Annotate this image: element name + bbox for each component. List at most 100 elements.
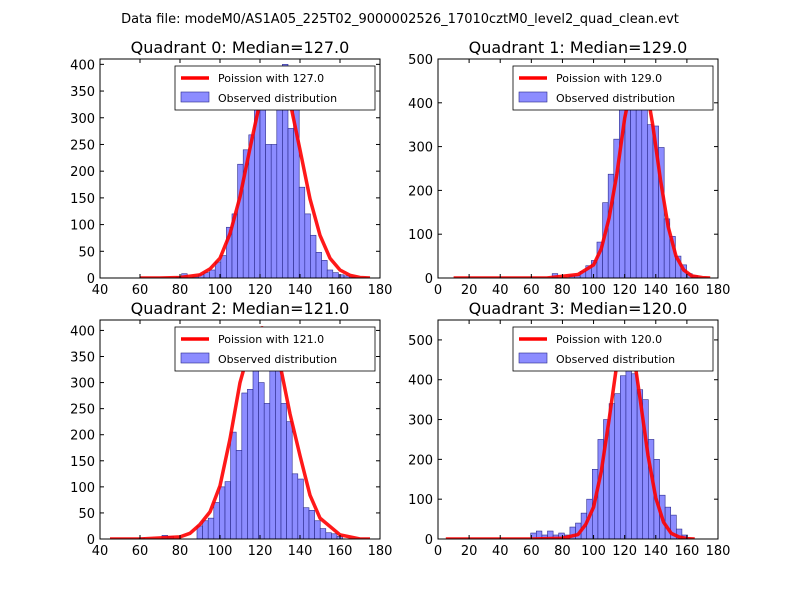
histogram-bar — [280, 403, 287, 539]
histogram-bar — [641, 84, 648, 278]
x-tick-label: 160 — [328, 283, 353, 298]
quadrant-0-plot: Quadrant 0: Median=127.0 40 60 80 100 120 140 1… — [70, 38, 392, 298]
y-tick-label: 200 — [408, 184, 433, 199]
histogram-bar — [304, 213, 311, 278]
histogram-bar — [275, 355, 282, 539]
y-tick-label: 300 — [70, 377, 95, 392]
y-tick-label: 300 — [408, 414, 433, 429]
x-tick-label: 140 — [288, 544, 313, 559]
legend-box — [174, 65, 376, 111]
histogram-bar — [258, 382, 265, 539]
y-tick-label: 200 — [408, 453, 433, 468]
x-tick-label: 180 — [706, 544, 731, 559]
histogram-bar — [308, 510, 315, 539]
y-tick-label: 50 — [78, 507, 95, 522]
y-tick-label: 150 — [70, 455, 95, 470]
y-tick-label: 350 — [70, 351, 95, 366]
legend-curve-label: Poission with 127.0 — [218, 72, 324, 85]
axes-frame — [437, 319, 719, 540]
histogram-bar — [207, 517, 215, 539]
y-tick-label: 300 — [70, 112, 95, 127]
histogram-bar — [325, 532, 332, 539]
x-tick-label: 180 — [368, 544, 393, 559]
y-tick-label: 500 — [408, 53, 433, 68]
y-tick-label: 150 — [70, 192, 95, 207]
histogram-bar — [291, 473, 299, 539]
y-tick-label: 50 — [78, 245, 95, 260]
y-tick-label: 300 — [408, 141, 433, 156]
histogram-bar — [219, 486, 226, 539]
y-tick-label: 400 — [70, 58, 95, 73]
x-tick-label: 40 — [492, 544, 509, 559]
y-tick-label: 200 — [70, 429, 95, 444]
x-tick-label: 100 — [208, 544, 233, 559]
legend-bar-swatch — [518, 91, 548, 103]
histogram-bar — [315, 252, 322, 278]
histogram-bar — [293, 84, 300, 278]
histogram-bar — [332, 272, 339, 278]
legend-bar-label: Observed distribution — [218, 92, 337, 105]
panels: Quadrant 0: Median=127.0 40 60 80 100 120 140 1… — [70, 38, 730, 559]
x-tick-label: 100 — [208, 283, 233, 298]
x-tick-label: 140 — [288, 283, 313, 298]
x-tick-label: 140 — [643, 283, 668, 298]
x-tick-label: 160 — [328, 544, 353, 559]
histogram-bar — [269, 352, 276, 539]
histogram-bar — [235, 450, 243, 539]
x-tick-label: 40 — [92, 544, 109, 559]
x-tick-label: 60 — [132, 544, 149, 559]
histogram-bar — [209, 269, 216, 278]
x-tick-label: 20 — [461, 544, 478, 559]
x-tick-label: 60 — [523, 544, 540, 559]
y-tick-label: 100 — [70, 219, 95, 234]
histogram-bar — [230, 431, 237, 539]
legend-curve-label: Poission with 120.0 — [556, 333, 662, 346]
histogram-bar — [224, 481, 231, 539]
quadrant-1-plot: Quadrant 1: Median=129.0 0 20 40 60 80 100 120 1… — [408, 38, 730, 298]
histogram-bar — [297, 478, 304, 539]
quadrant-1-bars — [551, 66, 699, 278]
legend-box — [174, 326, 376, 372]
axes-frame — [99, 319, 381, 540]
histogram-bar — [259, 87, 266, 278]
x-tick-label: 80 — [172, 283, 189, 298]
x-tick-label: 120 — [612, 283, 637, 298]
legend-box — [512, 326, 714, 372]
y-tick-label: 350 — [70, 85, 95, 100]
histogram-bar — [314, 520, 321, 539]
x-tick-label: 120 — [612, 544, 637, 559]
x-tick-label: 0 — [434, 544, 442, 559]
x-tick-label: 100 — [581, 283, 606, 298]
legend-bar-swatch — [180, 352, 210, 364]
histogram-bar — [286, 421, 293, 539]
quadrant-2-legend: Poission with 121.0 Observed distribution — [174, 326, 376, 372]
quadrant-3-plot: Quadrant 3: Median=120.0 0 20 40 60 80 100 120 1… — [408, 299, 730, 559]
histogram-bar — [303, 507, 310, 539]
histogram-bar — [647, 124, 654, 278]
histogram-bar — [614, 393, 621, 539]
histogram-bar — [321, 260, 328, 278]
histogram-bar — [319, 528, 327, 539]
histogram-bar — [287, 128, 294, 278]
histogram-bar — [310, 234, 317, 278]
x-tick-label: 180 — [368, 283, 393, 298]
y-tick-label: 250 — [70, 138, 95, 153]
histogram-bar — [241, 392, 248, 539]
y-tick-label: 250 — [70, 403, 95, 418]
y-tick-label: 400 — [408, 374, 433, 389]
axes-frame — [99, 58, 381, 279]
x-tick-label: 160 — [674, 283, 699, 298]
quadrant-1-title: Quadrant 1: Median=129.0 — [469, 38, 688, 57]
x-tick-label: 80 — [554, 283, 571, 298]
x-tick-label: 80 — [172, 544, 189, 559]
x-tick-label: 80 — [554, 544, 571, 559]
figure-title: Data file: modeM0/AS1A05_225T02_90000025… — [121, 12, 679, 27]
histogram-bar — [220, 255, 227, 278]
y-tick-label: 100 — [70, 481, 95, 496]
y-tick-label: 100 — [408, 228, 433, 243]
quadrant-3-bars — [530, 363, 688, 539]
x-tick-label: 60 — [132, 283, 149, 298]
histogram-bar — [263, 403, 271, 539]
histogram-bar — [630, 81, 637, 278]
